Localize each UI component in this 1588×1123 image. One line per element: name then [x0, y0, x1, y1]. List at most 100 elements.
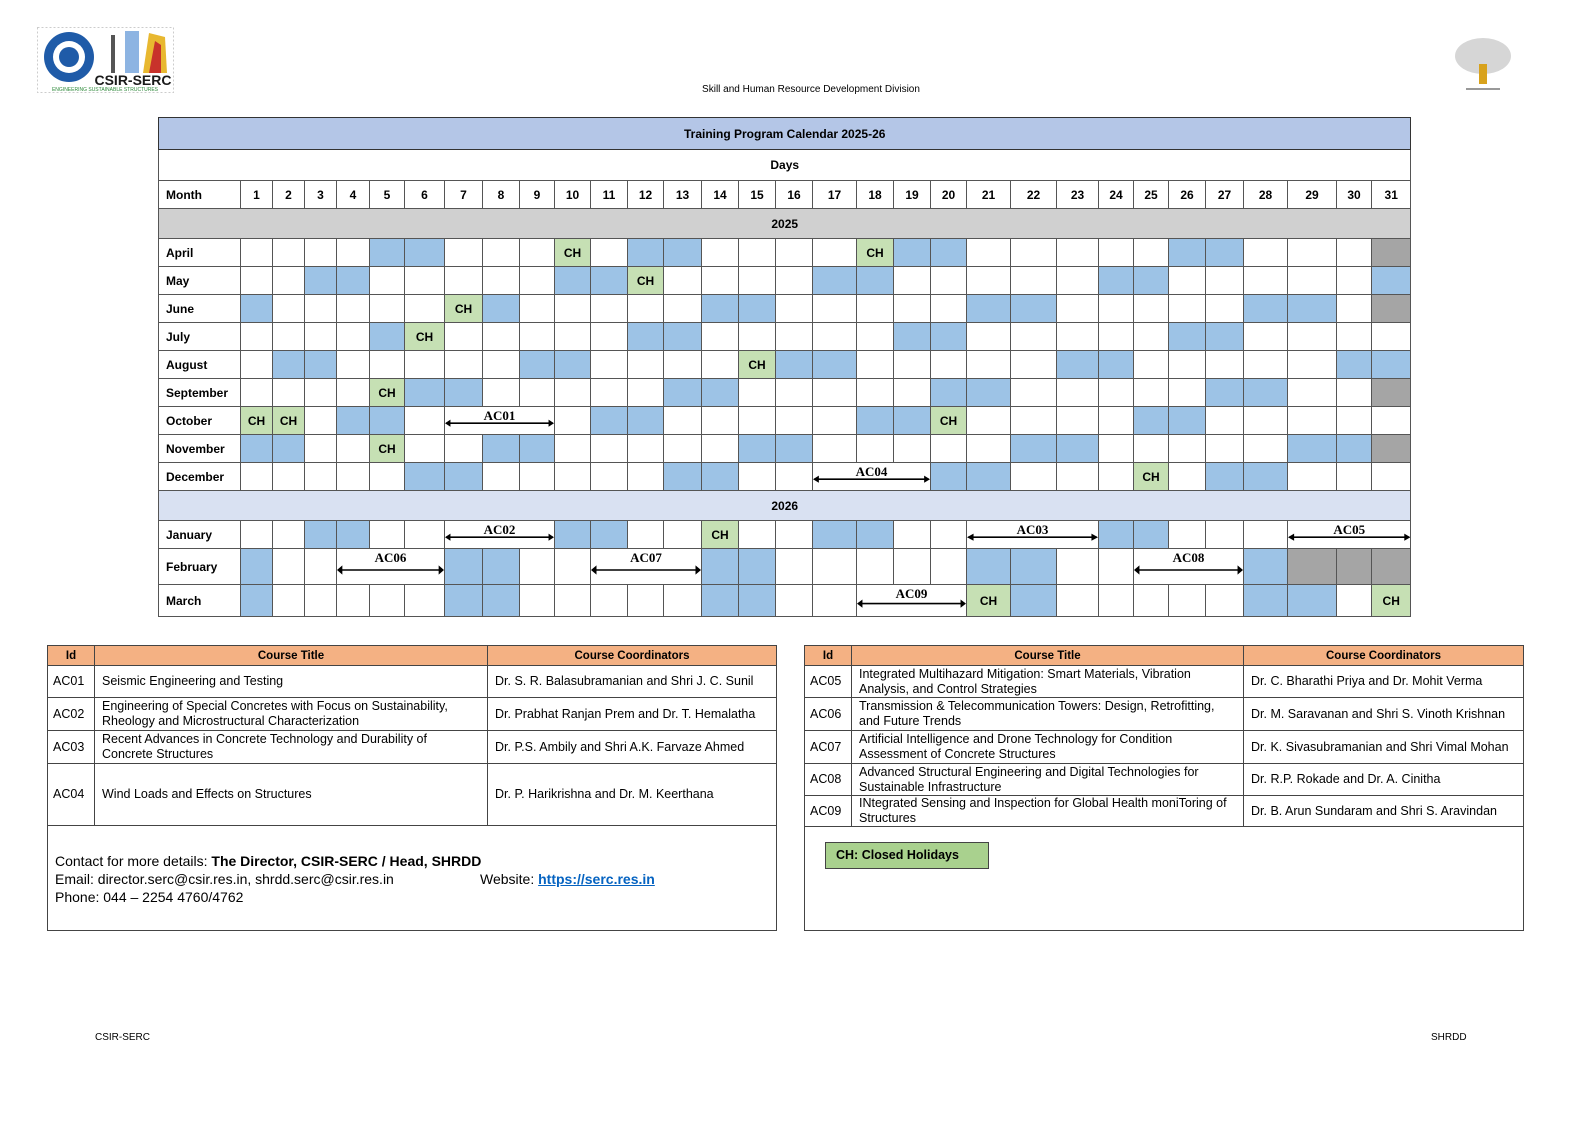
course-day-cell — [1336, 350, 1372, 379]
website-link[interactable]: https://serc.res.in — [538, 871, 655, 887]
day-cell — [369, 462, 405, 491]
day-cell — [404, 406, 445, 435]
column-header-id: Id — [804, 645, 852, 666]
day-cell — [554, 378, 591, 407]
course-arrow: AC07 — [591, 549, 701, 584]
day-cell — [272, 520, 305, 549]
day-cell — [554, 462, 591, 491]
day-cell — [738, 520, 776, 549]
month-name: November — [158, 434, 241, 463]
course-id: AC02 — [47, 697, 95, 731]
day-cell — [1168, 266, 1206, 295]
course-day-cell — [519, 350, 555, 379]
day-cell — [627, 378, 664, 407]
month-name: July — [158, 322, 241, 351]
day-cell — [1098, 548, 1134, 585]
day-cell — [1010, 238, 1057, 267]
closed-holidays-legend: CH: Closed Holidays — [825, 842, 989, 869]
day-cell — [1287, 406, 1337, 435]
day-header: 9 — [519, 180, 555, 209]
course-day-cell — [1205, 322, 1244, 351]
course-day-cell — [1010, 294, 1057, 323]
course-arrow: AC02 — [445, 521, 554, 548]
double-arrow-icon — [967, 533, 1098, 541]
day-cell — [1243, 322, 1288, 351]
day-cell — [369, 350, 405, 379]
course-day-cell — [369, 322, 405, 351]
course-coordinators: Dr. S. R. Balasubramanian and Shri J. C.… — [487, 665, 777, 698]
day-cell — [663, 520, 702, 549]
course-arrow: AC06 — [337, 549, 444, 584]
legend-box — [804, 825, 1524, 931]
course-day-cell — [272, 434, 305, 463]
course-day-cell — [590, 406, 628, 435]
course-row: AC05 Integrated Multihazard Mitigation: S… — [804, 665, 1524, 698]
day-header: 20 — [930, 180, 967, 209]
day-cell — [272, 322, 305, 351]
course-id: AC04 — [47, 763, 95, 826]
day-cell — [1370, 462, 1412, 491]
day-cell — [304, 294, 337, 323]
column-header-title: Course Title — [851, 645, 1244, 666]
day-cell — [482, 238, 520, 267]
day-cell — [856, 434, 894, 463]
day-cell — [663, 266, 702, 295]
column-header-coordinators: Course Coordinators — [487, 645, 777, 666]
day-cell — [554, 322, 591, 351]
course-day-cell — [627, 238, 664, 267]
day-header: 5 — [369, 180, 405, 209]
course-day-cell — [240, 434, 273, 463]
day-cell — [1370, 406, 1412, 435]
day-cell — [1243, 434, 1288, 463]
course-day-cell — [240, 584, 273, 617]
course-row: AC04 Wind Loads and Effects on Structures… — [47, 763, 777, 826]
day-cell — [966, 406, 1011, 435]
course-day-cell — [369, 406, 405, 435]
day-cell — [663, 406, 702, 435]
course-day-cell — [701, 378, 739, 407]
double-arrow-icon — [591, 565, 701, 575]
course-day-cell — [701, 548, 739, 585]
day-header: 25 — [1133, 180, 1169, 209]
course-day-cell — [812, 350, 857, 379]
day-cell — [519, 322, 555, 351]
day-cell — [1243, 520, 1288, 549]
closed-holiday-cell: CH — [1133, 462, 1169, 491]
day-cell — [738, 406, 776, 435]
day-cell — [1287, 266, 1337, 295]
contact-details: Contact for more details: The Director, … — [55, 852, 655, 906]
day-cell — [930, 350, 967, 379]
day-cell — [1205, 406, 1244, 435]
course-row: AC03 Recent Advances in Concrete Technolo… — [47, 730, 777, 764]
day-cell — [627, 584, 664, 617]
day-cell — [1056, 266, 1099, 295]
day-cell — [663, 434, 702, 463]
day-cell — [1098, 378, 1134, 407]
course-day-cell — [1056, 350, 1099, 379]
course-day-cell — [663, 462, 702, 491]
course-day-cell — [812, 520, 857, 549]
day-cell — [304, 322, 337, 351]
day-cell — [444, 322, 483, 351]
course-day-cell — [240, 548, 273, 585]
day-cell — [1056, 294, 1099, 323]
day-cell — [812, 238, 857, 267]
day-header: 4 — [336, 180, 370, 209]
course-row: AC08 Advanced Structural Engineering and … — [804, 763, 1524, 796]
course-day-cell — [856, 266, 894, 295]
month-name: December — [158, 462, 241, 491]
day-cell — [893, 294, 931, 323]
closed-holiday-cell: CH — [738, 350, 776, 379]
course-id: AC09 — [804, 795, 852, 827]
course-day-cell — [1098, 350, 1134, 379]
day-cell — [701, 350, 739, 379]
course-day-cell — [1133, 406, 1169, 435]
day-cell — [856, 322, 894, 351]
day-cell — [627, 350, 664, 379]
day-cell — [240, 238, 273, 267]
day-cell — [304, 378, 337, 407]
day-cell — [590, 238, 628, 267]
day-cell — [444, 434, 483, 463]
day-header: 31 — [1370, 180, 1412, 209]
day-header: 26 — [1168, 180, 1206, 209]
